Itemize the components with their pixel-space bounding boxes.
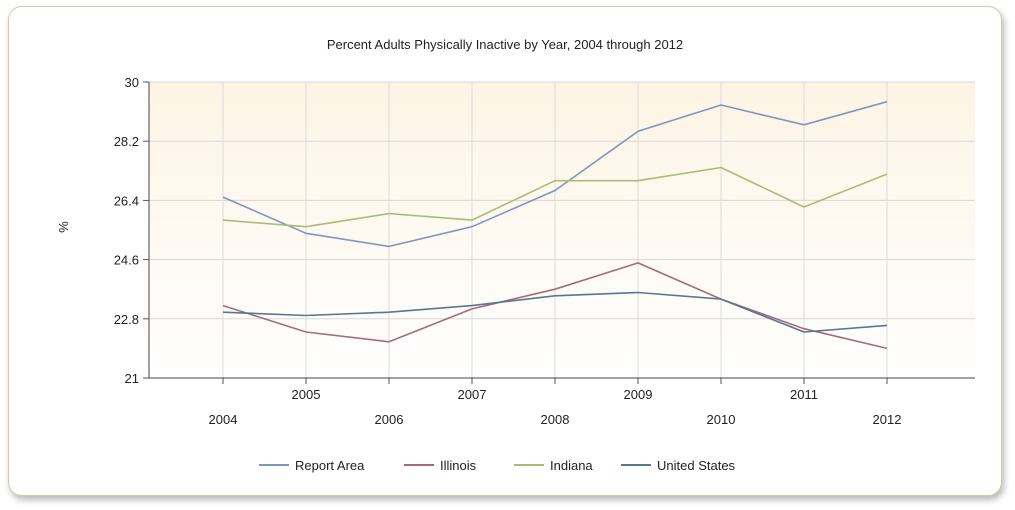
legend-item-indiana: Indiana — [514, 458, 593, 473]
legend-label: Indiana — [550, 458, 593, 473]
y-tick-label: 26.4 — [114, 193, 139, 208]
y-axis-ticks: 21 22.8 24.6 26.4 28.2 30 — [114, 75, 149, 386]
x-axis-ticks: 2004 2005 2006 2007 2008 2009 2010 2011 2012 — [209, 378, 902, 427]
series-line-indiana — [222, 166, 888, 228]
x-tick-label: 2005 — [292, 387, 321, 402]
x-tick-label: 2009 — [624, 387, 653, 402]
legend-label: Report Area — [295, 458, 365, 473]
series-line-report-area — [222, 100, 888, 248]
legend-item-illinois: Illinois — [404, 458, 477, 473]
axes — [148, 82, 975, 379]
y-tick-label: 21 — [125, 371, 139, 386]
x-tick-label: 2010 — [707, 412, 736, 427]
series-line-united-states — [222, 291, 888, 333]
y-tick-label: 30 — [125, 75, 139, 90]
y-tick-label: 24.6 — [114, 253, 139, 268]
series-lines — [222, 100, 888, 350]
x-tick-label: 2004 — [209, 412, 238, 427]
plot-area — [149, 82, 975, 378]
y-tick-label: 22.8 — [114, 312, 139, 327]
x-tick-label: 2008 — [541, 412, 570, 427]
legend-item-united-states: United States — [621, 458, 736, 473]
legend-label: Illinois — [440, 458, 477, 473]
line-chart: Percent Adults Physically Inactive by Ye… — [56, 37, 975, 473]
x-tick-label: 2006 — [375, 412, 404, 427]
x-tick-label: 2007 — [458, 387, 487, 402]
chart-panel: Percent Adults Physically Inactive by Ye… — [8, 6, 1002, 496]
chart-title: Percent Adults Physically Inactive by Ye… — [327, 37, 683, 52]
y-tick-label: 28.2 — [114, 134, 139, 149]
legend-item-report-area: Report Area — [259, 458, 365, 473]
legend: Report Area Illinois Indiana United States — [259, 458, 736, 473]
series-line-illinois — [222, 262, 888, 350]
x-tick-label: 2012 — [873, 412, 902, 427]
y-axis-label: % — [56, 221, 71, 233]
legend-label: United States — [657, 458, 736, 473]
x-tick-label: 2011 — [790, 387, 818, 402]
